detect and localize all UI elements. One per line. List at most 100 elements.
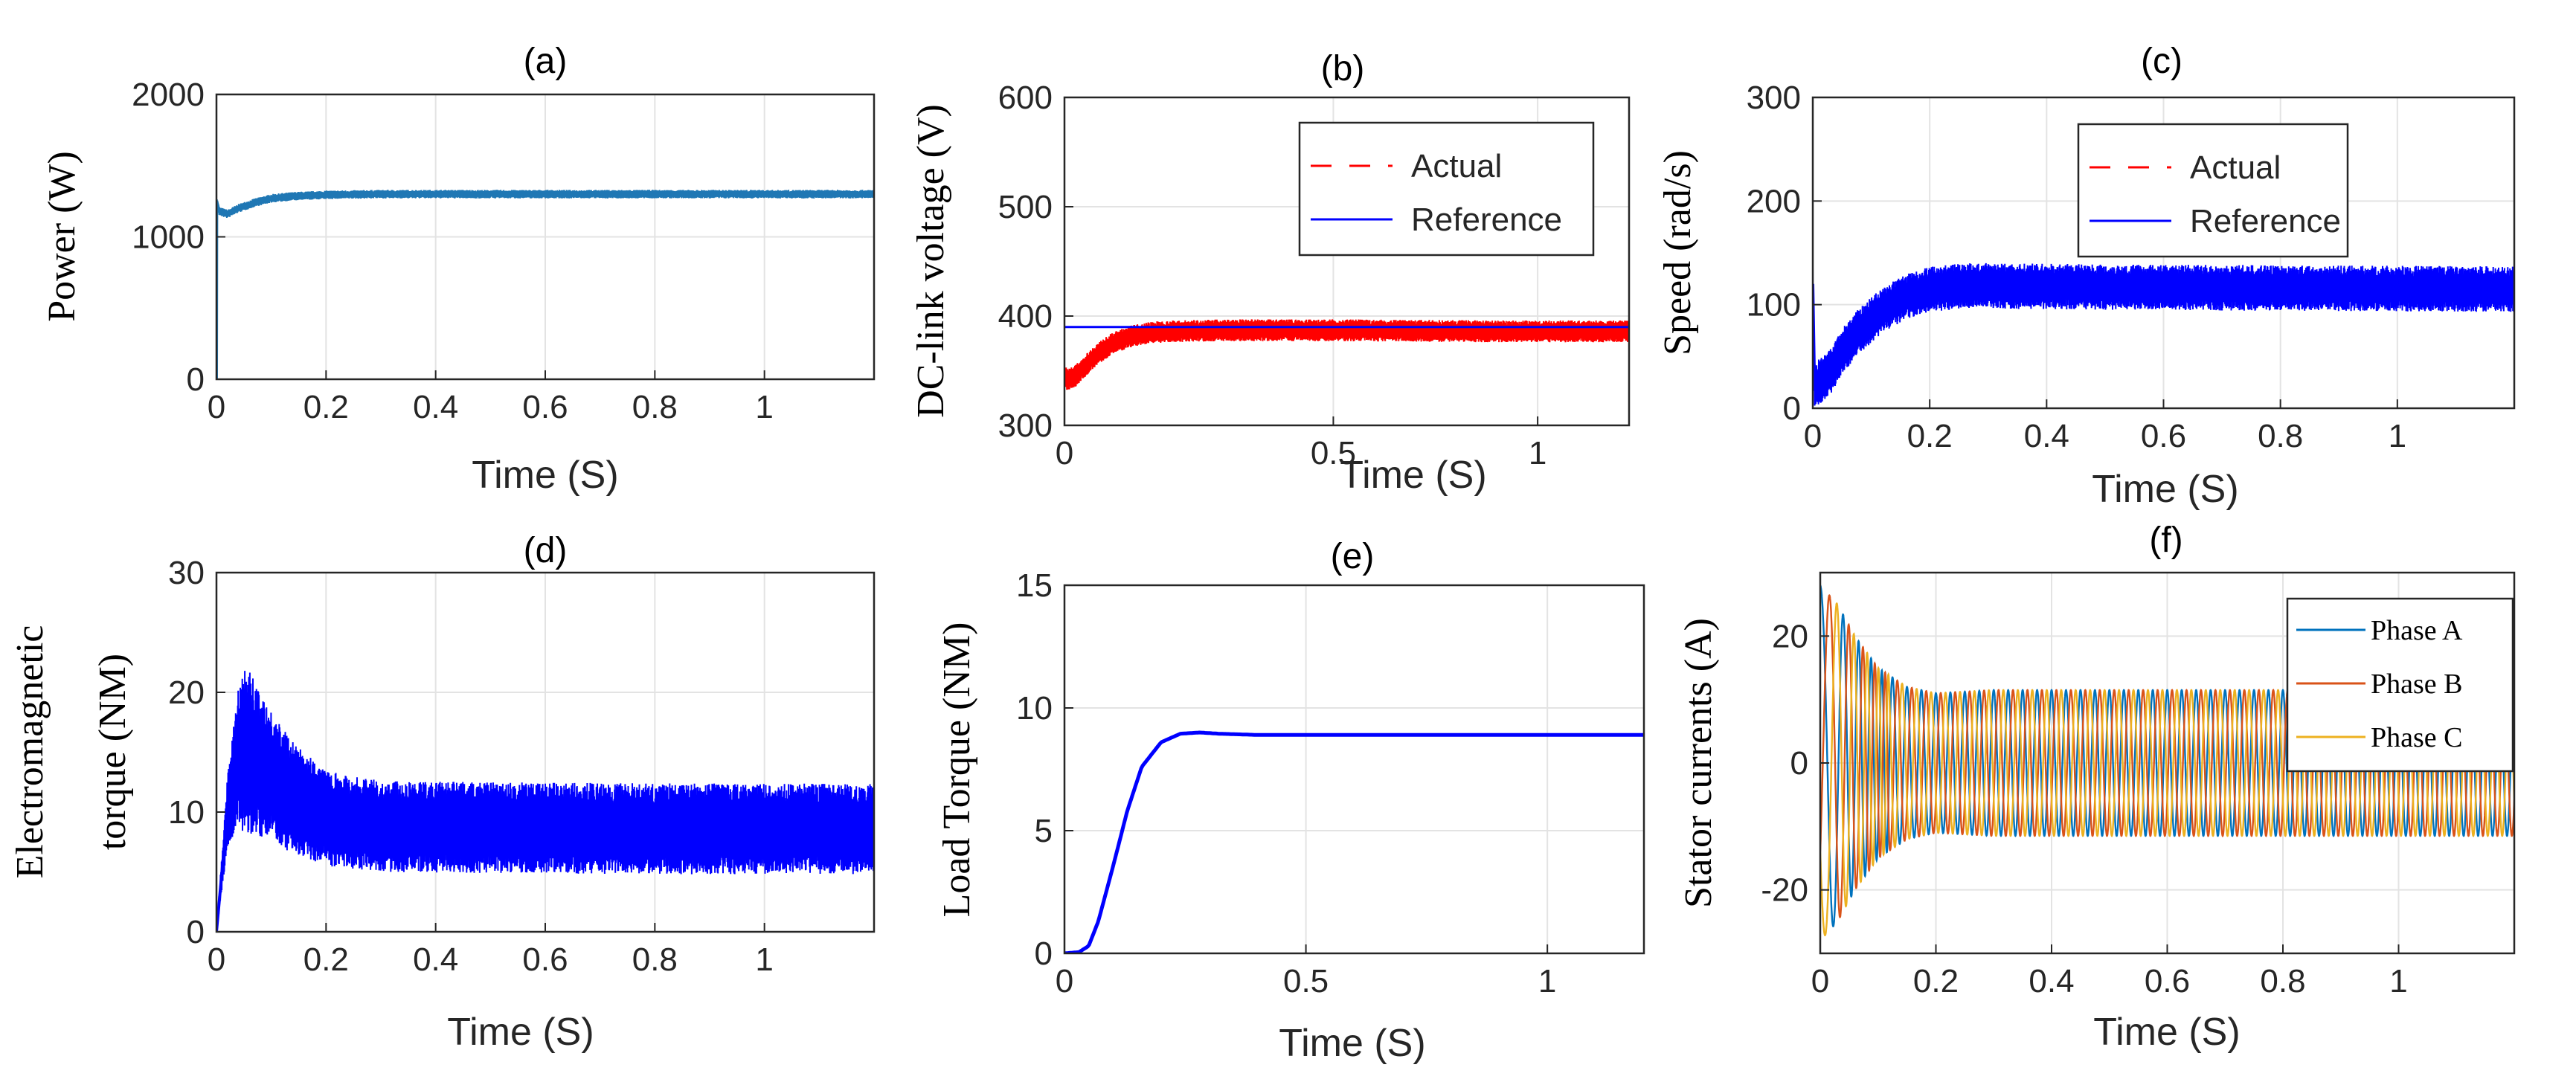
- panel-title: (e): [1331, 537, 1375, 576]
- x-tick-label: 1: [755, 389, 773, 425]
- x-axis-label: Time (S): [1279, 1022, 1425, 1065]
- y-tick-label: 20: [168, 674, 205, 711]
- y-tick-label: 0: [187, 361, 205, 398]
- x-tick-label: 0.2: [1907, 418, 1953, 454]
- x-tick-label: 0.4: [2024, 418, 2069, 454]
- y-tick-label: 10: [1016, 690, 1053, 727]
- y-tick-label: 0: [1790, 745, 1808, 782]
- series-line-main-mean: [216, 193, 874, 379]
- chart-panel-3: 0 0.2 0.4 0.6 0.8 1 0 100 200 300 (c) Time (S) Speed…: [1657, 42, 2516, 511]
- x-tick-label: 1: [1529, 435, 1546, 471]
- x-tick-label: 0: [1804, 418, 1822, 454]
- chart-panel-2: 0 0.5 1 300 400 500 600 (b) Time (S) DC-link volt…: [910, 49, 1631, 497]
- legend: Actual Reference: [1298, 121, 1595, 257]
- y-axis-label: Load Torque (NM): [936, 622, 978, 918]
- x-tick-label: 0: [208, 941, 225, 978]
- y-tick-label: 0: [1035, 936, 1053, 972]
- legend: Actual Reference: [2077, 123, 2349, 258]
- legend-label: Phase A: [2371, 615, 2463, 646]
- panel-title: (c): [2141, 42, 2182, 81]
- axes-frame: [1063, 584, 1645, 955]
- y-tick-label: 400: [998, 298, 1053, 335]
- y-axis-label: Stator currents (A): [1677, 618, 1720, 908]
- x-tick-label: 0.6: [522, 941, 568, 978]
- x-tick-label: 0: [1056, 435, 1073, 471]
- y-axis-label: torque (NM): [91, 654, 134, 850]
- x-tick-label: 0.8: [632, 941, 678, 978]
- series-line-reference: [1813, 263, 2514, 406]
- y-tick-label: 2000: [132, 77, 205, 113]
- x-tick-label: 0.4: [413, 941, 458, 978]
- series-line-main-mean: [216, 750, 874, 932]
- x-tick-label: 0.8: [2258, 418, 2303, 454]
- series-line-phase-c: [1820, 602, 2514, 936]
- series-line-reference-mean: [1813, 283, 2514, 392]
- legend-label: Actual: [2190, 149, 2281, 186]
- y-tick-label: 100: [1747, 287, 1801, 323]
- plot-area: [1064, 585, 1644, 953]
- legend-label: Reference: [1411, 202, 1562, 238]
- legend-box: [2286, 597, 2514, 773]
- series-line-main: [216, 671, 874, 932]
- y-tick-label: 0: [1783, 390, 1801, 427]
- axes-frame: [1063, 96, 1631, 427]
- legend-label: Phase B: [2371, 669, 2463, 700]
- x-tick-label: 0: [208, 389, 225, 425]
- y-tick-label: -20: [1761, 872, 1808, 909]
- series-line-actual: [1064, 319, 1629, 390]
- legend-label: Reference: [2190, 203, 2341, 239]
- x-tick-label: 0.8: [632, 389, 678, 425]
- x-tick-label: 1: [2389, 418, 2406, 454]
- x-tick-label: 0.4: [413, 389, 458, 425]
- x-tick-label: 0.8: [2260, 963, 2305, 999]
- y-axis-label: Electromagnetic: [9, 625, 51, 879]
- x-tick-label: 0.2: [303, 941, 349, 978]
- legend: Phase A Phase B Phase C: [2286, 597, 2514, 773]
- legend-box: [1298, 121, 1595, 257]
- legend-box: [2077, 123, 2349, 258]
- data-layer: [1813, 263, 2514, 406]
- y-tick-label: 20: [1772, 618, 1808, 654]
- x-tick-label: 0.6: [2141, 418, 2186, 454]
- x-tick-label: 1: [1538, 963, 1556, 999]
- x-tick-label: 0: [1811, 963, 1829, 999]
- y-tick-label: 15: [1016, 567, 1053, 604]
- x-tick-label: 0.2: [303, 389, 349, 425]
- y-axis-label: Power (W): [41, 151, 83, 322]
- series-line-main: [1064, 730, 1644, 953]
- y-tick-label: 500: [998, 189, 1053, 225]
- y-tick-label: 300: [1747, 80, 1801, 116]
- panel-title: (f): [2149, 521, 2182, 560]
- x-tick-label: 0.5: [1283, 963, 1329, 999]
- x-tick-label: 1: [2389, 963, 2407, 999]
- y-tick-label: 30: [168, 555, 205, 591]
- data-layer: [1064, 319, 1629, 390]
- x-tick-label: 0.2: [1913, 963, 1959, 999]
- x-axis-label: Time (S): [1340, 454, 1486, 497]
- x-tick-label: 1: [755, 941, 773, 978]
- x-axis-label: Time (S): [2092, 468, 2238, 511]
- y-tick-label: 5: [1035, 813, 1053, 849]
- y-tick-label: 10: [168, 794, 205, 831]
- data-layer: [216, 671, 874, 932]
- x-tick-label: 0.4: [2029, 963, 2074, 999]
- y-tick-label: 200: [1747, 183, 1801, 219]
- legend-label: Phase C: [2371, 722, 2463, 753]
- x-axis-label: Time (S): [2093, 1011, 2240, 1054]
- x-tick-label: 0.6: [2145, 963, 2190, 999]
- chart-panel-6: 0 0.2 0.4 0.6 0.8 1 -20 0 20 (f) Time (S) Stator cu…: [1677, 521, 2516, 1054]
- y-tick-label: 0: [187, 914, 205, 950]
- panel-title: (b): [1321, 49, 1365, 88]
- y-tick-label: 600: [998, 80, 1053, 116]
- chart-panel-1: 0 0.2 0.4 0.6 0.8 1 0 1000 2000 (a) Time (S) Power …: [41, 42, 876, 497]
- x-axis-label: Time (S): [447, 1011, 594, 1054]
- series-line-actual-mean: [1064, 329, 1629, 381]
- x-axis-label: Time (S): [472, 454, 618, 497]
- x-tick-label: 0.5: [1311, 435, 1356, 471]
- y-axis-label: DC-link voltage (V): [910, 104, 952, 418]
- x-tick-label: 0.6: [522, 389, 568, 425]
- x-tick-label: 0: [1056, 963, 1073, 999]
